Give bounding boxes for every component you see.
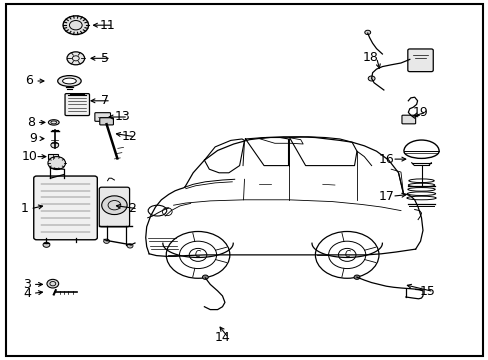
Text: 16: 16 [378, 153, 393, 166]
Text: 10: 10 [21, 150, 37, 163]
FancyBboxPatch shape [95, 113, 110, 121]
Text: 6: 6 [25, 75, 33, 87]
Text: 11: 11 [100, 19, 115, 32]
Text: C: C [344, 251, 349, 259]
Text: 13: 13 [114, 111, 130, 123]
Text: 19: 19 [412, 106, 427, 119]
Circle shape [51, 142, 59, 148]
Text: 7: 7 [101, 94, 109, 107]
Text: 14: 14 [214, 331, 230, 344]
FancyBboxPatch shape [34, 176, 97, 240]
Text: 3: 3 [23, 278, 31, 291]
Text: C: C [195, 251, 201, 259]
Circle shape [353, 275, 359, 279]
Text: 2: 2 [128, 202, 136, 215]
Circle shape [202, 275, 208, 279]
Circle shape [47, 279, 59, 288]
Circle shape [103, 239, 109, 243]
Ellipse shape [62, 78, 76, 84]
Text: 18: 18 [362, 51, 378, 64]
Text: 4: 4 [23, 287, 31, 300]
Ellipse shape [58, 76, 81, 86]
Text: 1: 1 [20, 202, 28, 215]
FancyBboxPatch shape [65, 94, 89, 116]
FancyBboxPatch shape [401, 115, 415, 124]
Bar [48, 154, 58, 159]
Text: 8: 8 [27, 116, 35, 129]
Circle shape [102, 196, 127, 215]
Text: 15: 15 [419, 285, 435, 298]
FancyBboxPatch shape [99, 187, 129, 227]
Circle shape [63, 16, 88, 35]
Text: 9: 9 [29, 132, 37, 145]
Text: 12: 12 [122, 130, 137, 143]
Circle shape [127, 244, 133, 248]
Circle shape [367, 76, 374, 81]
Circle shape [43, 242, 50, 247]
Circle shape [48, 157, 65, 170]
FancyBboxPatch shape [100, 118, 113, 125]
Circle shape [364, 30, 370, 35]
Text: 17: 17 [378, 190, 393, 203]
FancyBboxPatch shape [407, 49, 432, 72]
Circle shape [67, 52, 84, 65]
Ellipse shape [48, 120, 59, 125]
Text: 5: 5 [101, 52, 109, 65]
